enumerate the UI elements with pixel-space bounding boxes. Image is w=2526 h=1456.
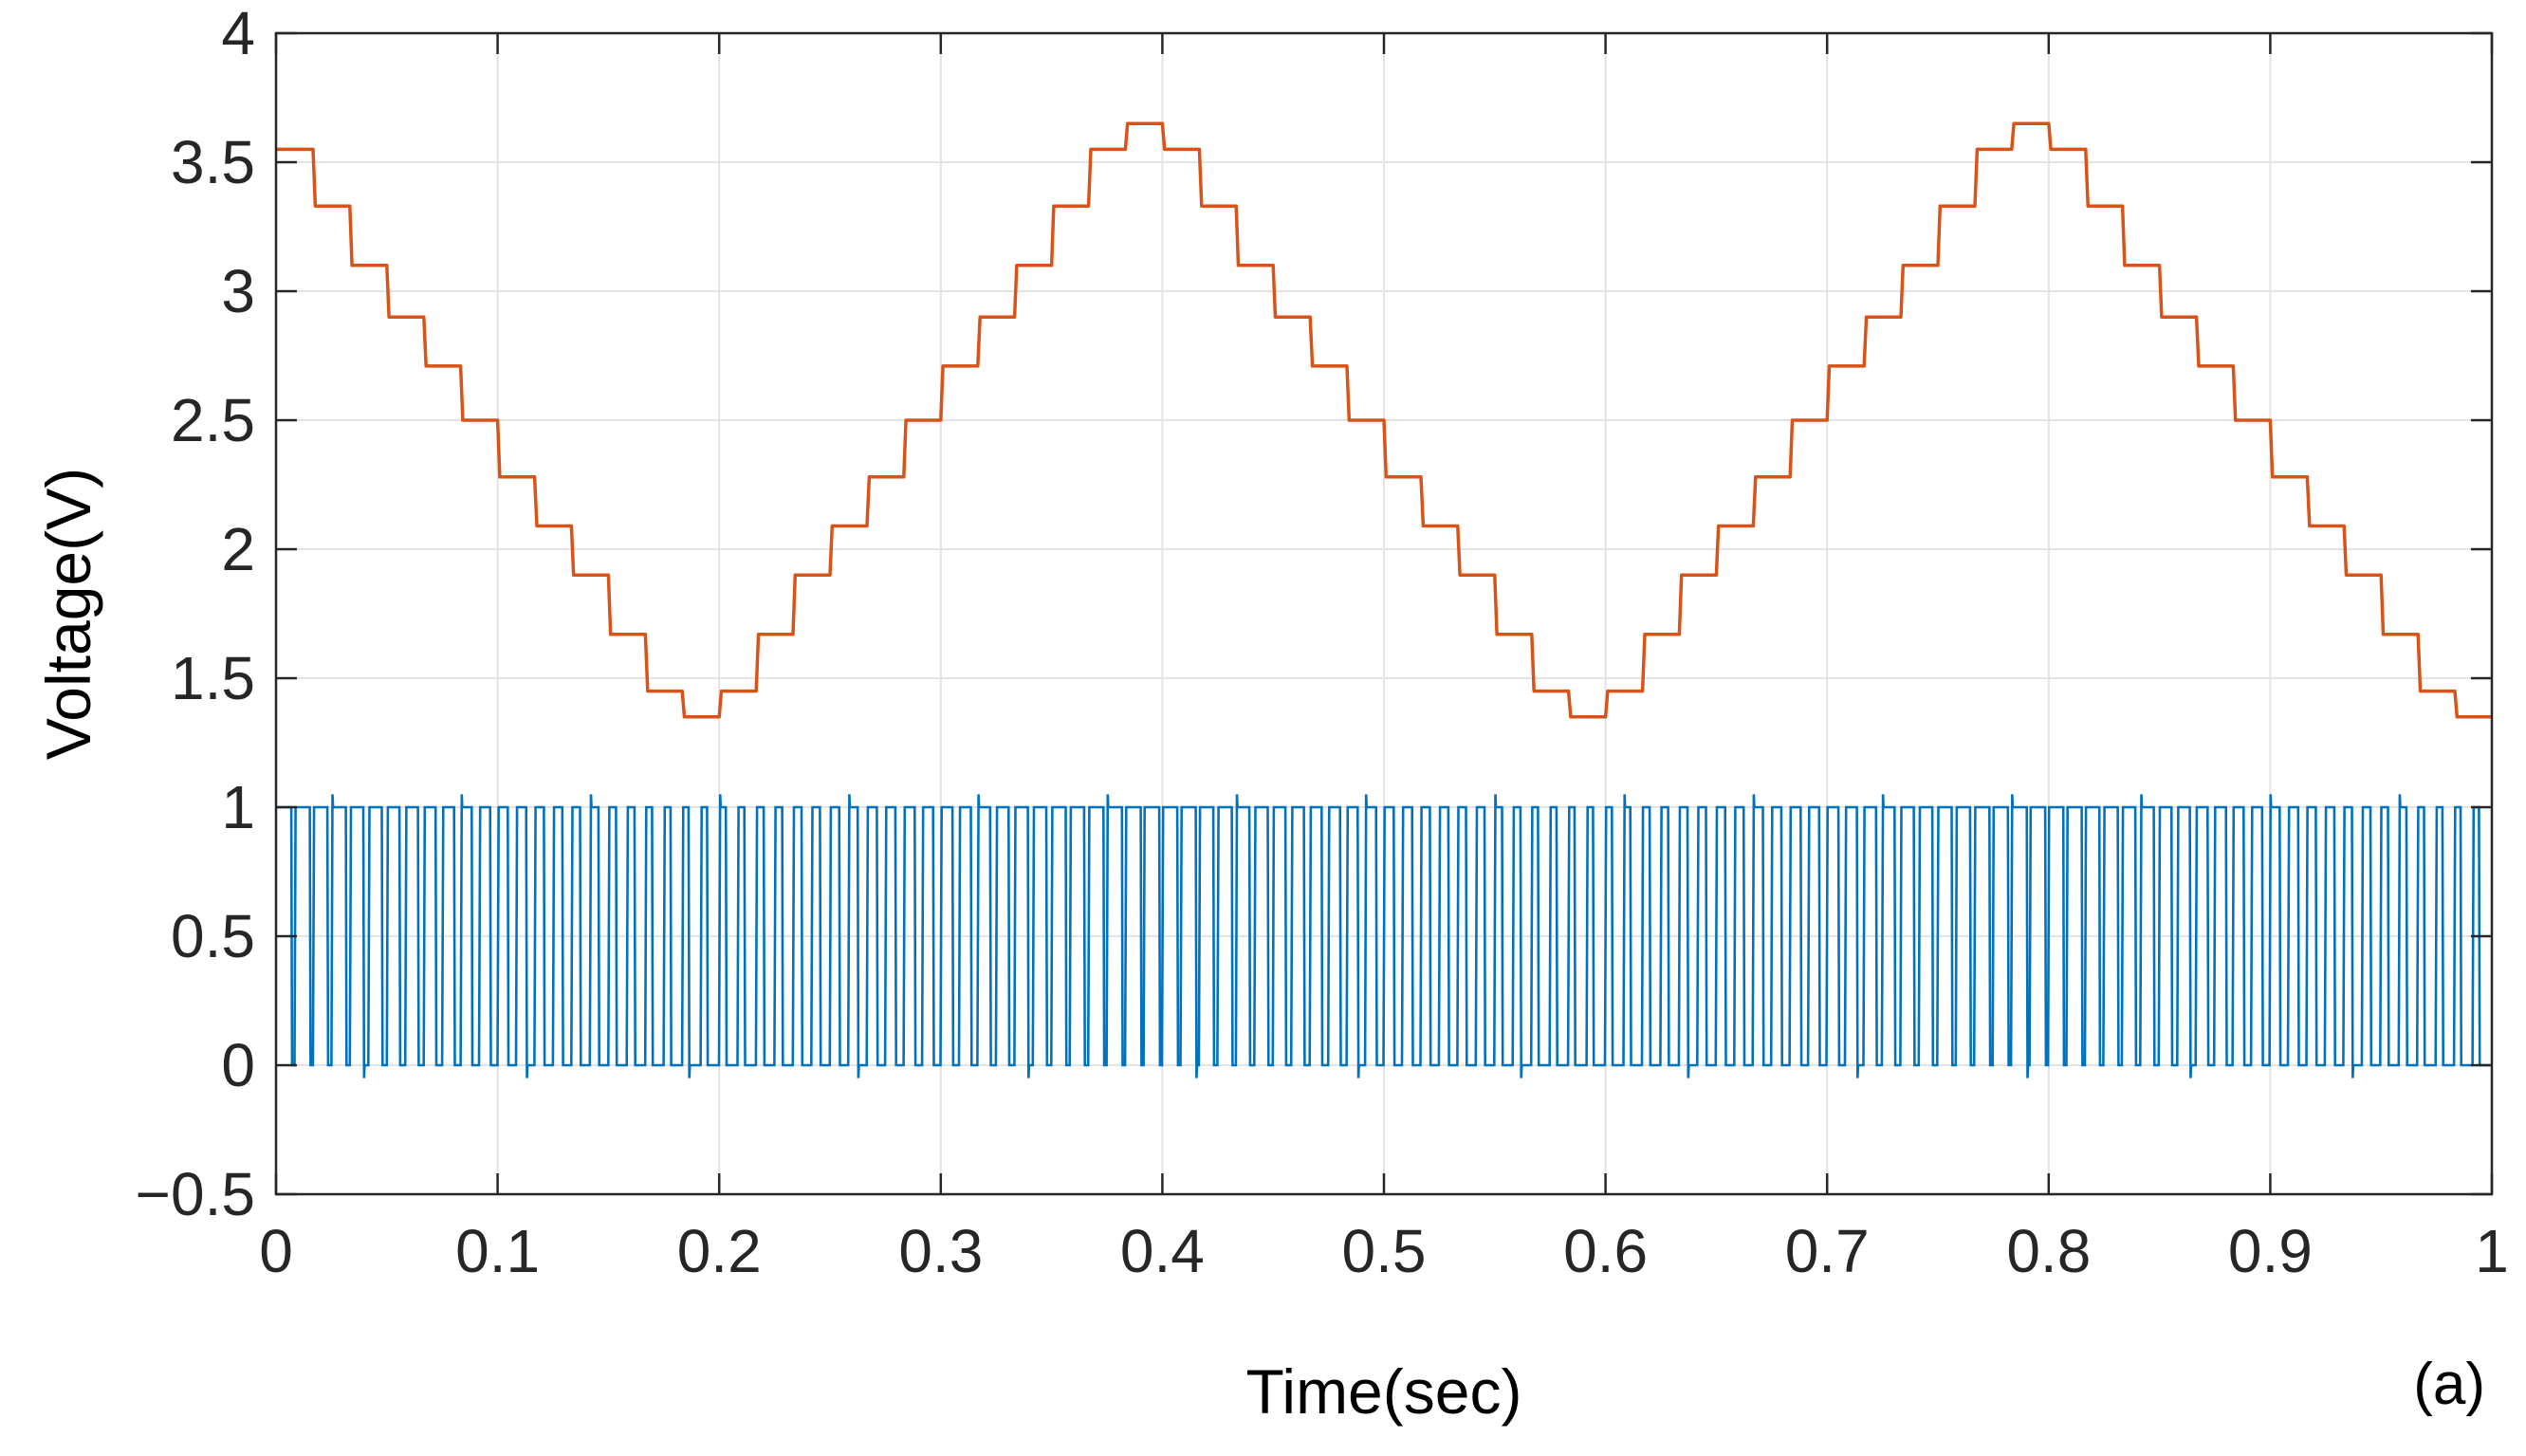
x-tick-label: 0.1: [455, 1217, 540, 1285]
data-series: [276, 121, 2492, 1078]
y-tick-label: 0.5: [171, 902, 255, 970]
y-tick-label: 2: [221, 515, 255, 583]
y-tick-label: −0.5: [136, 1160, 255, 1228]
x-axis-label: Time(sec): [1246, 1356, 1522, 1427]
x-tick-label: 0.4: [1120, 1217, 1205, 1285]
x-tick-label: 0.6: [1563, 1217, 1648, 1285]
x-tick-label: 1: [2475, 1217, 2509, 1285]
y-tick-label: 3.5: [171, 128, 255, 196]
panel-label: (a): [2413, 1352, 2485, 1417]
y-tick-label: 0: [221, 1031, 255, 1099]
x-tick-label: 0.7: [1785, 1217, 1870, 1285]
y-tick-labels: −0.5 0 0.5 1 1.5 2 2.5 3 3.5 4: [136, 0, 255, 1228]
x-tick-label: 0.9: [2228, 1217, 2313, 1285]
x-tick-label: 0.3: [898, 1217, 983, 1285]
y-tick-label: 2.5: [171, 386, 255, 454]
x-tick-label: 0.8: [2006, 1217, 2091, 1285]
axis-ticks: [274, 31, 2494, 1196]
y-tick-label: 4: [221, 0, 255, 67]
x-tick-label: 0.5: [1342, 1217, 1427, 1285]
y-tick-label: 3: [221, 257, 255, 325]
y-tick-label: 1: [221, 773, 255, 841]
x-tick-label: 0: [259, 1217, 293, 1285]
y-axis-label: Voltage(V): [33, 468, 103, 760]
y-tick-label: 1.5: [171, 644, 255, 712]
staircase-signal-line: [276, 121, 2492, 719]
x-tick-labels: 0 0.1 0.2 0.3 0.4 0.5 0.6 0.7 0.8 0.9 1: [259, 1217, 2509, 1285]
pwm-signal-line: [276, 794, 2492, 1078]
x-tick-label: 0.2: [677, 1217, 762, 1285]
